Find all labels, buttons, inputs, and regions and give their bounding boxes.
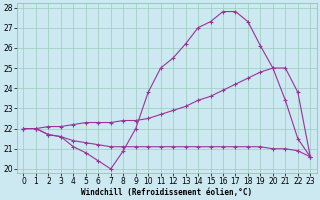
X-axis label: Windchill (Refroidissement éolien,°C): Windchill (Refroidissement éolien,°C)	[81, 188, 252, 197]
